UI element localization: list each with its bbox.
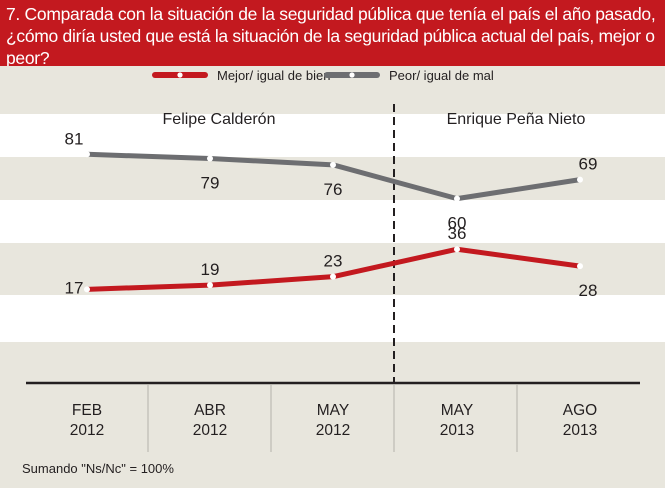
point-marker-0-3 [454,246,460,253]
data-label-1-1: 79 [201,174,220,193]
legend-marker-1 [349,72,355,78]
data-label-1-4: 69 [579,155,598,174]
data-label-1-0: 81 [65,129,84,148]
data-label-0-2: 23 [324,252,343,271]
point-marker-0-0 [84,286,90,293]
point-marker-1-1 [207,155,213,162]
period-label-0: Felipe Calderón [163,111,276,128]
period-labels: Felipe Calderón Enrique Peña Nieto [163,111,586,128]
tick-label-month-2: MAY [317,402,349,419]
point-marker-1-4 [577,176,583,183]
point-marker-1-2 [330,161,336,168]
data-label-0-1: 19 [201,260,220,279]
data-label-1-2: 76 [324,180,343,199]
question-header: 7. Comparada con la situación de la segu… [0,0,665,68]
tick-label-year-4: 2013 [563,422,597,439]
point-marker-0-2 [330,273,336,280]
data-label-0-0: 17 [65,278,84,297]
point-marker-0-1 [207,282,213,289]
series-lines: 17 19 23 36 28 81 79 76 60 69 [65,129,598,300]
tick-label-month-1: ABR [194,402,226,419]
tick-label-year-2: 2012 [316,422,350,439]
tick-label-month-4: AGO [563,402,597,419]
legend: Mejor/ igual de bien Peor/ igual de mal [152,68,494,83]
legend-marker-0 [177,72,183,78]
footnote: Sumando "Ns/Nc" = 100% [22,461,174,476]
point-marker-0-4 [577,263,583,270]
band-5 [0,295,665,342]
band-1 [0,114,665,157]
background-bands [0,66,665,383]
point-marker-1-3 [454,195,460,202]
question-text: 7. Comparada con la situación de la segu… [6,4,656,68]
band-6 [0,342,665,383]
legend-label-0: Mejor/ igual de bien [217,68,330,83]
data-label-0-4: 28 [579,281,598,300]
axis-background [0,383,665,459]
tick-label-year-0: 2012 [70,422,104,439]
x-axis: FEB 2012 ABR 2012 MAY 2012 MAY 2013 AGO 2013 [0,381,665,459]
point-marker-1-0 [84,151,90,158]
tick-label-month-0: FEB [72,402,102,419]
period-label-1: Enrique Peña Nieto [447,111,586,128]
data-label-0-3: 36 [448,224,467,243]
band-3 [0,200,665,243]
tick-label-year-1: 2012 [193,422,227,439]
tick-label-month-3: MAY [441,402,473,419]
legend-label-1: Peor/ igual de mal [389,68,494,83]
tick-label-year-3: 2013 [440,422,474,439]
data-label-1-3: 60 [448,214,467,233]
